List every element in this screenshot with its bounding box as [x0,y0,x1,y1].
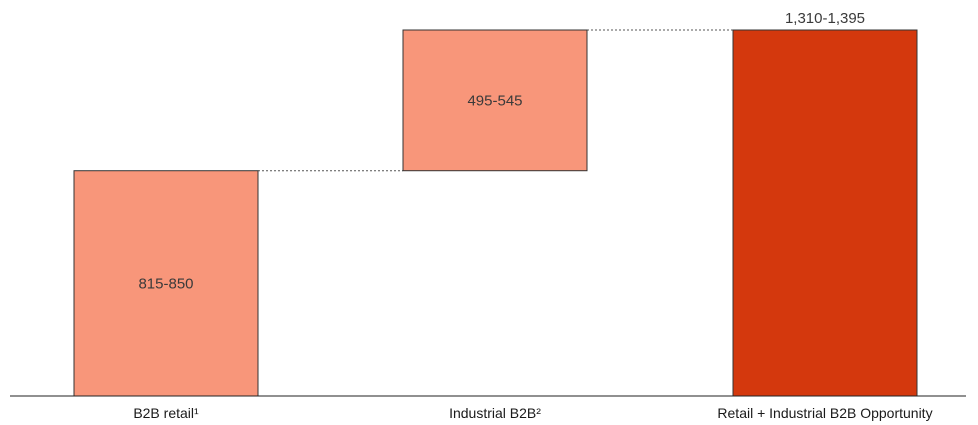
bar-1 [73,170,259,397]
bar-value-label-3: 1,310-1,395 [785,10,865,27]
category-label-2: Industrial B2B² [449,405,541,421]
category-label-1: B2B retail¹ [133,405,199,421]
bar-value-label-1: 815-850 [138,275,193,292]
bar-2 [402,29,588,172]
bar-3 [732,29,918,397]
category-label-3: Retail + Industrial B2B Opportunity [717,405,932,421]
bar-value-label-2: 495-545 [467,92,522,109]
